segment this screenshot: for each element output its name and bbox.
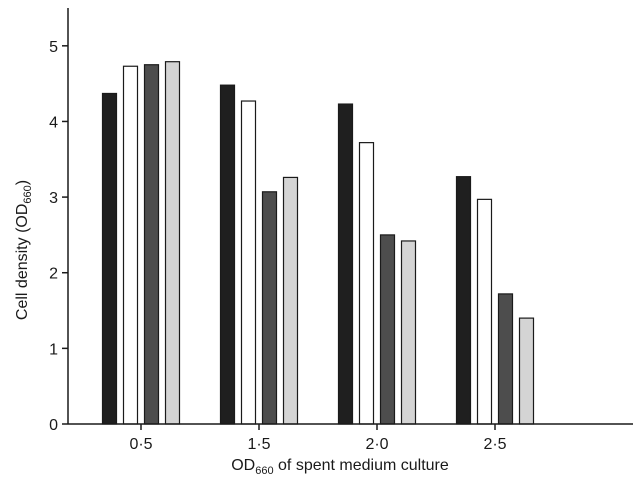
bar [337,103,354,425]
bar [379,234,396,425]
bar [282,176,299,425]
bar [240,100,257,425]
bar [476,198,493,425]
x-tick-label: 0·5 [129,436,152,453]
y-tick-label: 5 [49,39,58,56]
bar [518,317,535,425]
y-axis-title: Cell density (OD660) [14,180,34,320]
bar [358,142,375,425]
y-tick-label: 0 [49,417,58,434]
x-axis-title: OD660 of spent medium culture [231,457,449,477]
x-tick-label: 2·0 [365,436,388,453]
y-tick-label: 4 [49,114,58,131]
y-axis-ticks: 0 1 2 3 4 5 [49,39,68,434]
y-tick-label: 3 [49,190,58,207]
y-tick-label: 2 [49,266,58,283]
y-tick-label: 1 [49,341,58,358]
bar [219,84,236,425]
bar [400,240,417,425]
bars [101,61,535,425]
bar [164,61,181,425]
x-tick-label: 1·5 [247,436,270,453]
bar [455,176,472,425]
x-axis-ticks: 0·5 1·5 2·0 2·5 [129,424,507,453]
x-tick-label: 2·5 [483,436,506,453]
bar [143,64,160,425]
bar [261,191,278,425]
bar [497,293,514,425]
bar [122,65,139,425]
bar [101,92,118,425]
